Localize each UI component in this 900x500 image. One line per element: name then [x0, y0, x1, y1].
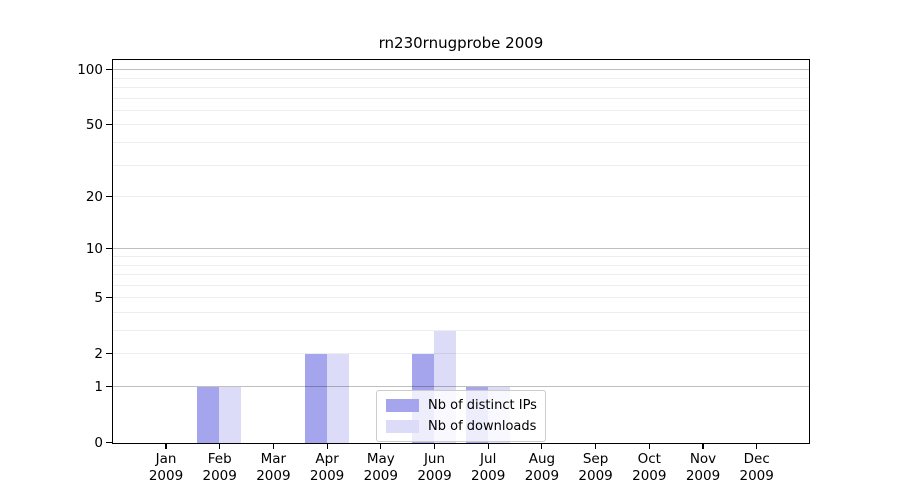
x-tick-label-oct: Oct 2009	[617, 451, 681, 485]
x-tick-label-feb: Feb 2009	[188, 451, 252, 485]
y-tick-2	[106, 353, 112, 355]
x-tick-oct	[648, 444, 650, 449]
x-tick-year-oct: 2009	[632, 468, 667, 484]
x-tick-month-feb: Feb	[207, 451, 232, 467]
x-tick-dec	[756, 444, 758, 449]
y-tick-20	[106, 196, 112, 198]
x-tick-label-dec: Dec 2009	[725, 451, 789, 485]
y-tick-label-20: 20	[85, 188, 103, 205]
y-tick-100	[106, 69, 112, 71]
x-tick-jun	[433, 444, 436, 449]
legend-swatch-downloads	[386, 420, 419, 433]
bars-layer	[113, 60, 809, 443]
x-tick-year-feb: 2009	[202, 468, 237, 484]
x-tick-month-aug: Aug	[528, 451, 556, 467]
x-tick-label-jul: Jul 2009	[456, 451, 520, 485]
y-tick-label-100: 100	[77, 61, 103, 78]
x-tick-month-apr: Apr	[315, 451, 339, 467]
chart-title: rn230rnugprobe 2009	[378, 34, 544, 52]
legend-label-downloads: Nb of downloads	[428, 419, 537, 434]
plot-area: Nb of distinct IPs Nb of downloads	[112, 59, 810, 444]
y-tick-10	[106, 248, 112, 250]
x-tick-month-sep: Sep	[582, 451, 609, 467]
x-tick-month-oct: Oct	[637, 451, 661, 467]
y-tick-50	[106, 124, 112, 126]
bar-feb-distinct-ips	[197, 387, 220, 443]
x-tick-label-jun: Jun 2009	[403, 451, 467, 485]
x-tick-year-sep: 2009	[578, 468, 613, 484]
x-tick-year-aug: 2009	[524, 468, 560, 484]
y-tick-label-50: 50	[85, 116, 103, 133]
x-tick-sep	[595, 444, 597, 449]
x-tick-label-aug: Aug 2009	[510, 451, 574, 485]
y-tick-label-10: 10	[85, 240, 103, 257]
x-tick-year-nov: 2009	[685, 468, 721, 484]
x-tick-month-jun: Jun	[423, 451, 446, 467]
y-tick-label-0: 0	[94, 434, 103, 451]
x-tick-month-may: May	[366, 451, 395, 467]
x-tick-label-apr: Apr 2009	[295, 451, 359, 485]
x-tick-feb	[219, 444, 221, 449]
x-tick-label-nov: Nov 2009	[671, 451, 735, 485]
x-tick-apr	[326, 444, 328, 449]
x-tick-year-jan: 2009	[148, 468, 184, 484]
x-tick-may	[380, 444, 382, 449]
x-tick-year-jul: 2009	[471, 468, 506, 484]
bar-apr-downloads	[326, 354, 349, 443]
bar-feb-downloads	[219, 387, 242, 443]
x-tick-jan	[165, 444, 167, 449]
x-tick-aug	[541, 444, 543, 449]
x-tick-mar	[272, 444, 274, 449]
x-tick-label-mar: Mar 2009	[241, 451, 305, 485]
legend-label-distinct-ips: Nb of distinct IPs	[428, 398, 537, 413]
bar-apr-distinct-ips	[304, 354, 327, 443]
x-tick-year-jun: 2009	[417, 468, 452, 484]
x-tick-month-jul: Jul	[480, 451, 497, 467]
x-tick-year-mar: 2009	[256, 468, 291, 484]
x-tick-nov	[702, 444, 704, 449]
x-tick-year-dec: 2009	[739, 468, 774, 484]
x-tick-month-mar: Mar	[260, 451, 287, 467]
x-tick-jul	[487, 444, 489, 449]
x-tick-year-may: 2009	[363, 468, 398, 484]
y-tick-5	[106, 297, 112, 299]
y-tick-label-2: 2	[94, 345, 103, 362]
legend: Nb of distinct IPs Nb of downloads	[376, 390, 546, 442]
y-tick-1	[106, 386, 112, 388]
legend-swatch-distinct-ips	[386, 399, 419, 412]
y-tick-label-5: 5	[94, 289, 103, 306]
y-tick-label-1: 1	[94, 378, 103, 395]
x-tick-label-jan: Jan 2009	[134, 451, 198, 485]
x-tick-month-jan: Jan	[155, 451, 177, 467]
y-tick-0	[106, 442, 112, 444]
x-tick-year-apr: 2009	[309, 468, 345, 484]
legend-item-distinct-ips: Nb of distinct IPs	[386, 398, 537, 413]
x-tick-month-dec: Dec	[743, 451, 770, 467]
x-tick-month-nov: Nov	[689, 451, 717, 467]
x-tick-label-may: May 2009	[349, 451, 413, 485]
legend-item-downloads: Nb of downloads	[386, 419, 536, 434]
x-tick-label-sep: Sep 2009	[564, 451, 628, 485]
